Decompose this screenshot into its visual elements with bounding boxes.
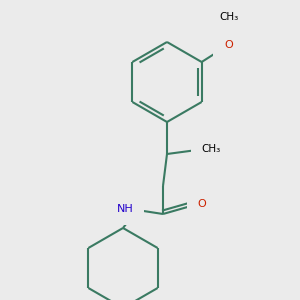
Text: O: O	[224, 40, 233, 50]
Text: CH₃: CH₃	[219, 12, 238, 22]
Text: NH: NH	[117, 204, 134, 214]
Text: O: O	[198, 199, 206, 209]
Text: CH₃: CH₃	[201, 144, 220, 154]
